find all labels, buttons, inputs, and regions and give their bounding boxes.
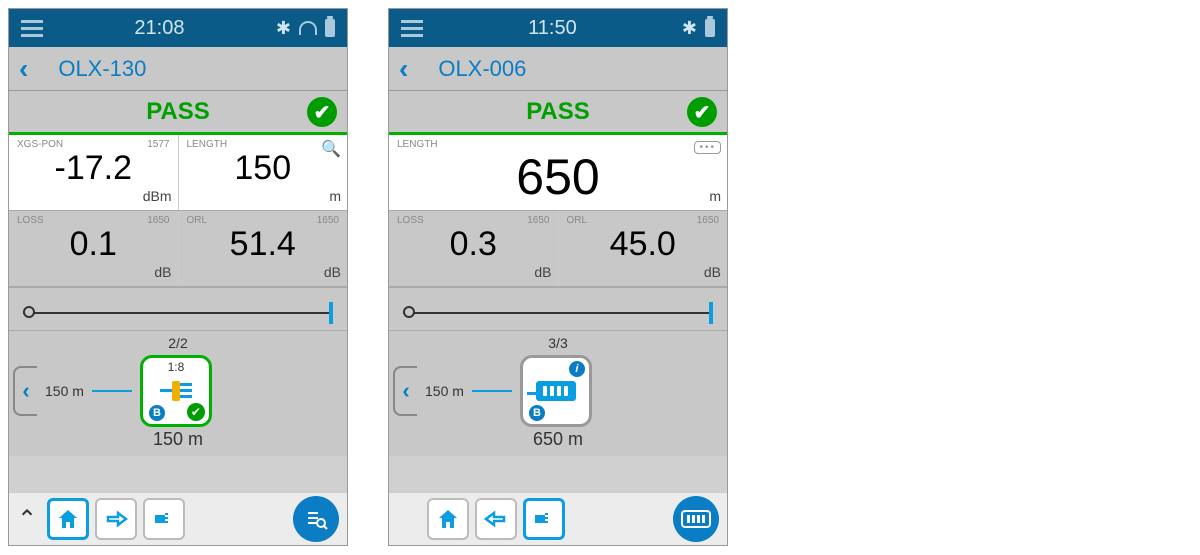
metric-length[interactable]: ••• LENGTH 650 m [389, 135, 727, 210]
slider-end-icon[interactable] [709, 302, 713, 324]
splitter-icon [160, 377, 192, 405]
status-row: PASS ✔ [9, 91, 347, 135]
back-icon[interactable]: ‹ [19, 53, 28, 85]
connector-icon [152, 507, 176, 531]
back-icon[interactable]: ‹ [399, 53, 408, 85]
segment-line-icon [472, 390, 512, 392]
page-title: OLX-006 [438, 56, 526, 82]
home-button[interactable] [47, 498, 89, 540]
node-area: 2/2 ‹ 150 m 1:8 B ✔ 150 m [9, 331, 347, 456]
arrow-right-icon [104, 507, 128, 531]
device-icon [536, 381, 576, 401]
bottom-metrics: LOSS1650 0.3 dB ORL1650 45.0 dB [389, 211, 727, 287]
prev-button[interactable] [475, 498, 517, 540]
home-button[interactable] [427, 498, 469, 540]
node-area: 3/3 ‹ 150 m B i 650 m [389, 331, 727, 456]
badge-b-icon: B [529, 405, 545, 421]
round-action-button[interactable] [673, 496, 719, 542]
slider-area[interactable] [9, 287, 347, 331]
fiber-line-icon [527, 392, 539, 395]
prev-node-button[interactable]: ‹ [393, 366, 417, 416]
badge-ok-icon: ✔ [187, 403, 205, 421]
segment-length: 150 m [45, 383, 84, 399]
metric-orl[interactable]: ORL1650 51.4 dB [179, 211, 348, 286]
round-action-button[interactable] [293, 496, 339, 542]
clock: 21:08 [134, 17, 184, 40]
node-card[interactable]: B i [520, 355, 592, 427]
metric-orl[interactable]: ORL1650 45.0 dB [559, 211, 728, 286]
check-icon: ✔ [307, 97, 337, 127]
statusbar: 21:08 ✱ [9, 9, 347, 47]
detail-icon[interactable]: 🔍 [321, 139, 341, 159]
metric-length[interactable]: 🔍 LENGTH 150 m [179, 135, 348, 210]
check-icon: ✔ [687, 97, 717, 127]
slider-start-icon[interactable] [23, 306, 35, 318]
list-search-icon [304, 507, 328, 531]
phone-right: 11:50 ✱ ‹ OLX-006 PASS ✔ ••• LENGTH 650 … [388, 8, 728, 546]
bottombar: ⌃ [9, 493, 347, 545]
bottom-metrics: LOSS1650 0.1 dB ORL1650 51.4 dB [9, 211, 347, 287]
next-button[interactable] [95, 498, 137, 540]
connector-icon [532, 507, 556, 531]
prev-node-button[interactable]: ‹ [13, 366, 37, 416]
metric-power[interactable]: XGS-PON1577 -17.2 dBm [9, 135, 179, 210]
status-row: PASS ✔ [389, 91, 727, 135]
dots-icon[interactable]: ••• [694, 141, 721, 154]
battery-icon [705, 19, 715, 37]
node-count: 2/2 [9, 335, 347, 351]
node-ratio: 1:8 [143, 360, 209, 374]
titlebar: ‹ OLX-006 [389, 47, 727, 91]
slider-area[interactable] [389, 287, 727, 331]
top-metrics: ••• LENGTH 650 m [389, 135, 727, 211]
arrow-left-icon [484, 507, 508, 531]
connector-button[interactable] [523, 498, 565, 540]
wifi-icon [299, 21, 317, 35]
port-icon [681, 510, 711, 528]
connector-button[interactable] [143, 498, 185, 540]
metric-loss[interactable]: LOSS1650 0.3 dB [389, 211, 559, 286]
badge-b-icon: B [149, 405, 165, 421]
slider-track[interactable] [403, 312, 713, 314]
status-text: PASS [146, 98, 210, 126]
slider-start-icon[interactable] [403, 306, 415, 318]
home-icon [56, 507, 80, 531]
statusbar: 11:50 ✱ [389, 9, 727, 47]
clock: 11:50 [528, 17, 577, 40]
node-total: 150 m [9, 429, 347, 450]
phone-left: 21:08 ✱ ‹ OLX-130 PASS ✔ XGS-PON1577 -17… [8, 8, 348, 546]
top-metrics: XGS-PON1577 -17.2 dBm 🔍 LENGTH 150 m [9, 135, 347, 211]
node-count: 3/3 [389, 335, 727, 351]
slider-end-icon[interactable] [329, 302, 333, 324]
bluetooth-icon: ✱ [276, 18, 291, 39]
expand-icon[interactable]: ⌃ [17, 505, 37, 534]
home-icon [436, 507, 460, 531]
metric-loss[interactable]: LOSS1650 0.1 dB [9, 211, 179, 286]
node-total: 650 m [389, 429, 727, 450]
segment-line-icon [92, 390, 132, 392]
hamburger-icon[interactable] [21, 20, 43, 37]
battery-icon [325, 19, 335, 37]
bottombar [389, 493, 727, 545]
slider-track[interactable] [23, 312, 333, 314]
hamburger-icon[interactable] [401, 20, 423, 37]
bluetooth-icon: ✱ [682, 18, 697, 39]
titlebar: ‹ OLX-130 [9, 47, 347, 91]
page-title: OLX-130 [58, 56, 146, 82]
segment-length: 150 m [425, 383, 464, 399]
status-text: PASS [526, 98, 590, 126]
badge-info-icon: i [569, 361, 585, 377]
node-card[interactable]: 1:8 B ✔ [140, 355, 212, 427]
